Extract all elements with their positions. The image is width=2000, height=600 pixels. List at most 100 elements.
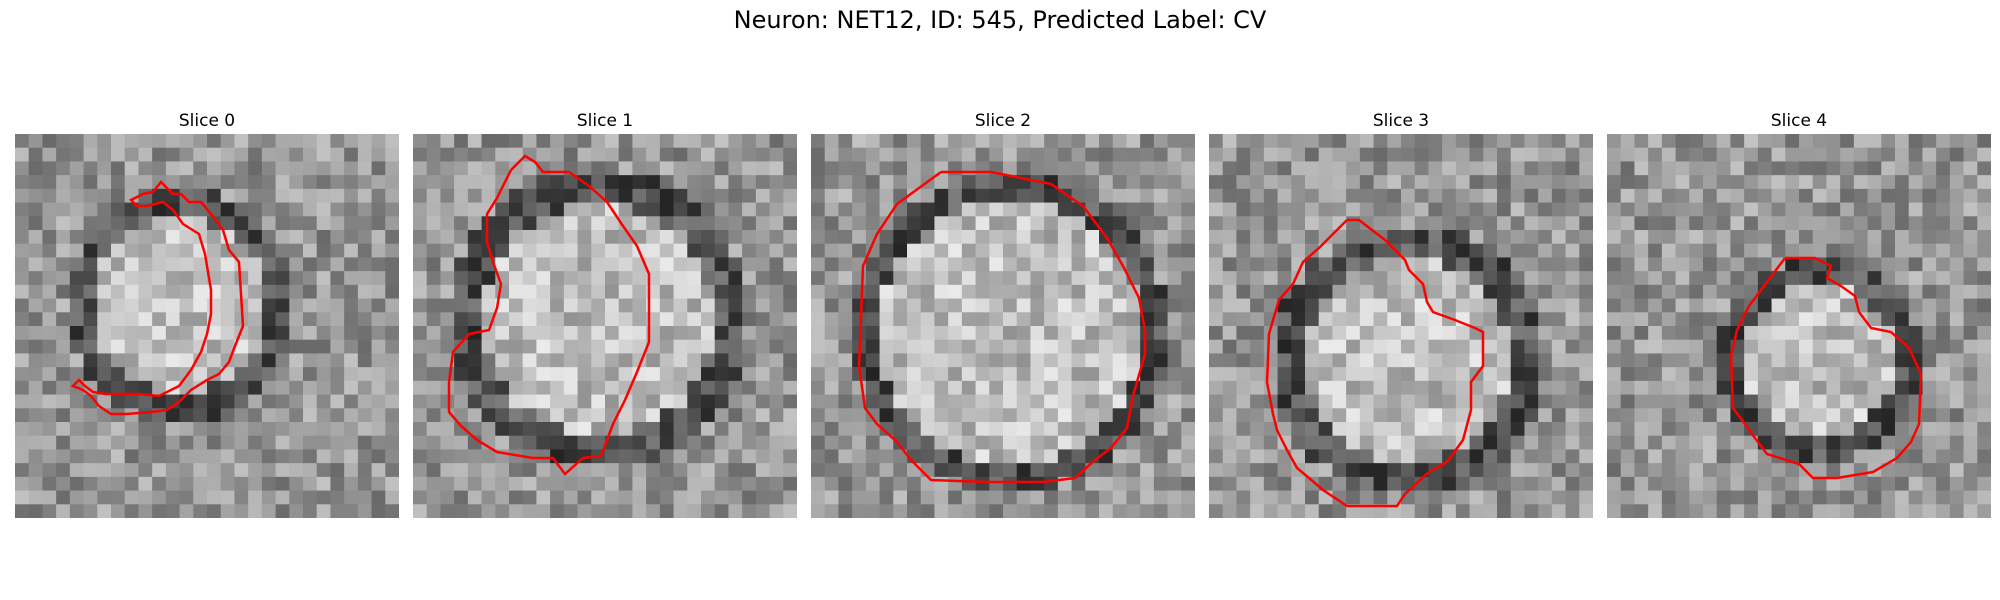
pixel [1168,477,1182,491]
pixel [289,189,303,203]
pixel [1264,244,1278,258]
pixel [550,491,564,505]
pixel [262,161,276,175]
pixel [1126,340,1140,354]
pixel [715,189,729,203]
pixel [619,285,633,299]
pixel [1099,203,1113,217]
pixel [372,203,386,217]
pixel [454,134,468,148]
pixel [1470,161,1484,175]
pixel [907,148,921,162]
pixel [1470,134,1484,148]
pixel [1113,491,1127,505]
pixel [523,381,537,395]
pixel [1662,491,1676,505]
pixel [440,161,454,175]
pixel [866,353,880,367]
pixel [907,285,921,299]
pixel [852,408,866,422]
pixel [770,477,784,491]
pixel [1209,148,1223,162]
pixel [1895,175,1909,189]
pixel [1058,449,1072,463]
pixel [1168,367,1182,381]
pixel [1126,244,1140,258]
pixel [1319,148,1333,162]
pixel [1511,477,1525,491]
pixel [660,285,674,299]
pixel [330,381,344,395]
pixel [1826,189,1840,203]
pixel [1730,134,1744,148]
pixel [1840,134,1854,148]
pixel [70,340,84,354]
pixel [1099,367,1113,381]
pixel [1607,189,1621,203]
pixel [1772,367,1786,381]
pixel [138,449,152,463]
pixel [701,189,715,203]
pixel [15,381,29,395]
pixel [97,340,111,354]
pixel [687,161,701,175]
pixel [454,504,468,518]
pixel [468,189,482,203]
pixel [646,134,660,148]
pixel [948,175,962,189]
pixel [1374,161,1388,175]
pixel [1387,340,1401,354]
pixel [852,463,866,477]
pixel [413,285,427,299]
pixel [660,504,674,518]
pixel [221,134,235,148]
pixel [248,189,262,203]
pixel [1291,381,1305,395]
pixel [330,244,344,258]
pixel [674,326,688,340]
pixel [550,353,564,367]
pixel [715,326,729,340]
pixel [70,353,84,367]
pixel [1278,189,1292,203]
pixel [1483,463,1497,477]
pixel [1799,216,1813,230]
pixel [1154,477,1168,491]
pixel [344,271,358,285]
pixel [550,161,564,175]
pixel [880,257,894,271]
pixel [1566,491,1580,505]
pixel [454,271,468,285]
pixel [15,326,29,340]
pixel [303,285,317,299]
pixel [1552,216,1566,230]
pixel [1511,299,1525,313]
pixel [1922,230,1936,244]
pixel [1922,477,1936,491]
pixel [152,504,166,518]
pixel [303,175,317,189]
pixel [742,203,756,217]
pixel [70,436,84,450]
pixel [289,257,303,271]
pixel [523,134,537,148]
pixel [1909,257,1923,271]
pixel [56,230,70,244]
pixel [138,340,152,354]
pixel [1799,203,1813,217]
pixel [1470,340,1484,354]
pixel [1181,381,1195,395]
pixel [1840,504,1854,518]
pixel [742,189,756,203]
pixel [976,257,990,271]
pixel [1113,326,1127,340]
pixel [427,463,441,477]
pixel [962,189,976,203]
pixel [1470,189,1484,203]
pixel [1209,299,1223,313]
pixel [1648,436,1662,450]
pixel [234,230,248,244]
pixel [1662,381,1676,395]
pixel [578,463,592,477]
pixel [756,436,770,450]
